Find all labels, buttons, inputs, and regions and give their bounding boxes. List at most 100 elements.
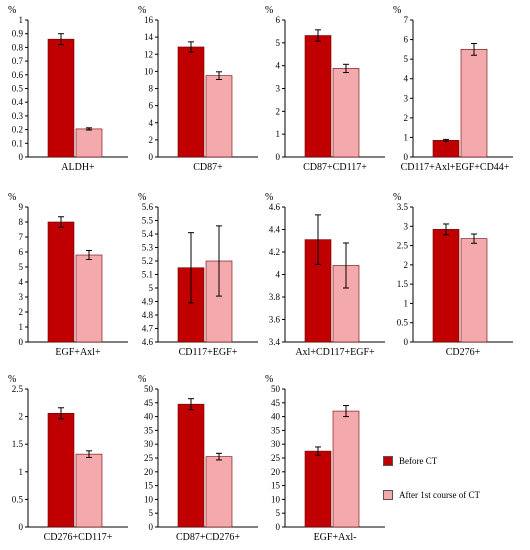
y-tick-label: 5: [149, 508, 154, 518]
bar-before: [177, 403, 205, 528]
unit-label: %: [8, 374, 16, 385]
y-tick-label: 0: [19, 152, 24, 162]
bar-after: [332, 68, 360, 158]
y-tick-label: 6: [149, 101, 154, 111]
y-tick-label: 3: [404, 93, 409, 103]
y-tick-label: 5: [404, 54, 409, 64]
y-tick-label: 1.5: [397, 279, 409, 289]
y-tick-label: 0: [19, 337, 24, 347]
y-tick-label: 10: [144, 494, 154, 504]
bar-before: [47, 412, 75, 528]
y-tick-label: 2: [19, 412, 24, 422]
bar-before: [304, 35, 332, 158]
y-tick-label: 0: [149, 522, 154, 532]
y-tick-label: 5.2: [142, 256, 153, 266]
y-tick-label: 20: [144, 467, 154, 477]
y-tick-label: 3: [19, 292, 24, 302]
chart-6: 4.6 4.7 4.8 4.9 5 5.1 5.2 5.3 5.4 5.5 5.6% CD117+EG…: [138, 192, 258, 358]
unit-label: %: [393, 192, 401, 203]
y-tick-label: 2: [149, 135, 154, 145]
y-tick-label: 1: [19, 467, 24, 477]
x-axis-label: CD117+EGF+: [179, 347, 238, 358]
y-tick-label: 4: [19, 277, 24, 287]
bar-before: [47, 221, 75, 343]
bar-after: [75, 128, 103, 158]
y-tick-label: 0.9: [12, 29, 24, 39]
bar-after: [460, 49, 488, 158]
y-tick-label: 0.7: [12, 56, 24, 66]
bar-before: [432, 229, 460, 343]
y-tick-label: 4: [276, 61, 281, 71]
y-tick-label: 30: [144, 439, 154, 449]
unit-label: %: [265, 374, 273, 385]
y-tick-label: 25: [271, 453, 281, 463]
bar-after: [332, 410, 360, 528]
unit-label: %: [8, 5, 16, 16]
y-tick-label: 4: [149, 118, 154, 128]
y-tick-label: 2: [276, 106, 281, 116]
y-tick-label: 5.6: [142, 202, 154, 212]
y-tick-label: 0: [149, 152, 154, 162]
x-axis-label: CD117+Axl+EGF+CD44+: [401, 162, 510, 173]
y-tick-label: 15: [144, 481, 154, 491]
y-tick-label: 40: [271, 412, 281, 422]
y-tick-label: 0: [19, 522, 24, 532]
y-tick-label: 0: [404, 152, 409, 162]
bar-before: [47, 38, 75, 158]
y-tick-label: 4: [404, 74, 409, 84]
y-tick-label: 35: [271, 425, 281, 435]
y-tick-label: 6: [404, 35, 409, 45]
y-tick-label: 8: [19, 217, 24, 227]
y-tick-label: 5.4: [142, 229, 154, 239]
x-axis-label: CD87+CD276+: [176, 532, 240, 543]
y-tick-label: 2: [404, 113, 409, 123]
bar-after: [205, 75, 233, 158]
y-tick-label: 45: [144, 398, 154, 408]
bar-after: [205, 456, 233, 528]
y-tick-label: 4.7: [142, 324, 154, 334]
y-tick-label: 5.3: [142, 243, 154, 253]
y-tick-label: 2: [19, 307, 24, 317]
x-axis-label: EGF+Axl+: [55, 347, 101, 358]
y-tick-label: 1: [276, 129, 281, 139]
chart-8: 0 0.5 1 1.5 2 2.5 3 3.5% CD276+: [393, 192, 513, 358]
y-tick-label: 20: [271, 467, 281, 477]
y-tick-label: 5.5: [142, 216, 154, 226]
y-tick-label: 5: [19, 262, 24, 272]
y-tick-label: 3: [276, 84, 281, 94]
y-tick-label: 5: [149, 283, 154, 293]
x-axis-label: EGF+Axl-: [314, 532, 357, 543]
y-tick-label: 8: [149, 84, 154, 94]
y-tick-label: 3.8: [269, 292, 281, 302]
y-tick-label: 0.6: [12, 70, 24, 80]
y-tick-label: 15: [271, 481, 281, 491]
y-tick-label: 3.6: [269, 315, 281, 325]
y-tick-label: 4.2: [269, 247, 280, 257]
chart-5: 0 1 2 3 4 5 6 7 8 9% EGF+Axl+: [8, 192, 128, 358]
bar-before: [304, 450, 332, 528]
chart-7: 3.4 3.6 3.8 4 4.2 4.4 4.6% Axl+CD117+EGF+: [265, 192, 385, 358]
unit-label: %: [138, 5, 146, 16]
y-tick-label: 4.8: [142, 310, 154, 320]
y-tick-label: 1.5: [12, 439, 24, 449]
y-tick-label: 0.5: [397, 318, 409, 328]
y-tick-label: 35: [144, 425, 154, 435]
y-tick-label: 0.5: [12, 84, 24, 94]
y-tick-label: 5: [276, 38, 281, 48]
y-tick-label: 3.4: [269, 337, 281, 347]
chart-3: 0 1 2 3 4 5 6% CD87+CD117+: [265, 5, 385, 173]
unit-label: %: [265, 192, 273, 203]
y-tick-label: 1: [404, 298, 409, 308]
bar-after: [75, 254, 103, 343]
y-tick-label: 30: [271, 439, 281, 449]
y-tick-label: 50: [144, 384, 154, 394]
y-tick-label: 0.3: [12, 111, 24, 121]
y-tick-label: 40: [144, 412, 154, 422]
y-tick-label: 2: [404, 260, 409, 270]
y-tick-label: 0.1: [12, 138, 23, 148]
legend-label-before: Before CT: [399, 456, 438, 466]
bar-after: [460, 238, 488, 343]
y-tick-label: 1: [404, 132, 409, 142]
x-axis-label: Axl+CD117+EGF+: [295, 347, 375, 358]
y-tick-label: 6: [19, 247, 24, 257]
